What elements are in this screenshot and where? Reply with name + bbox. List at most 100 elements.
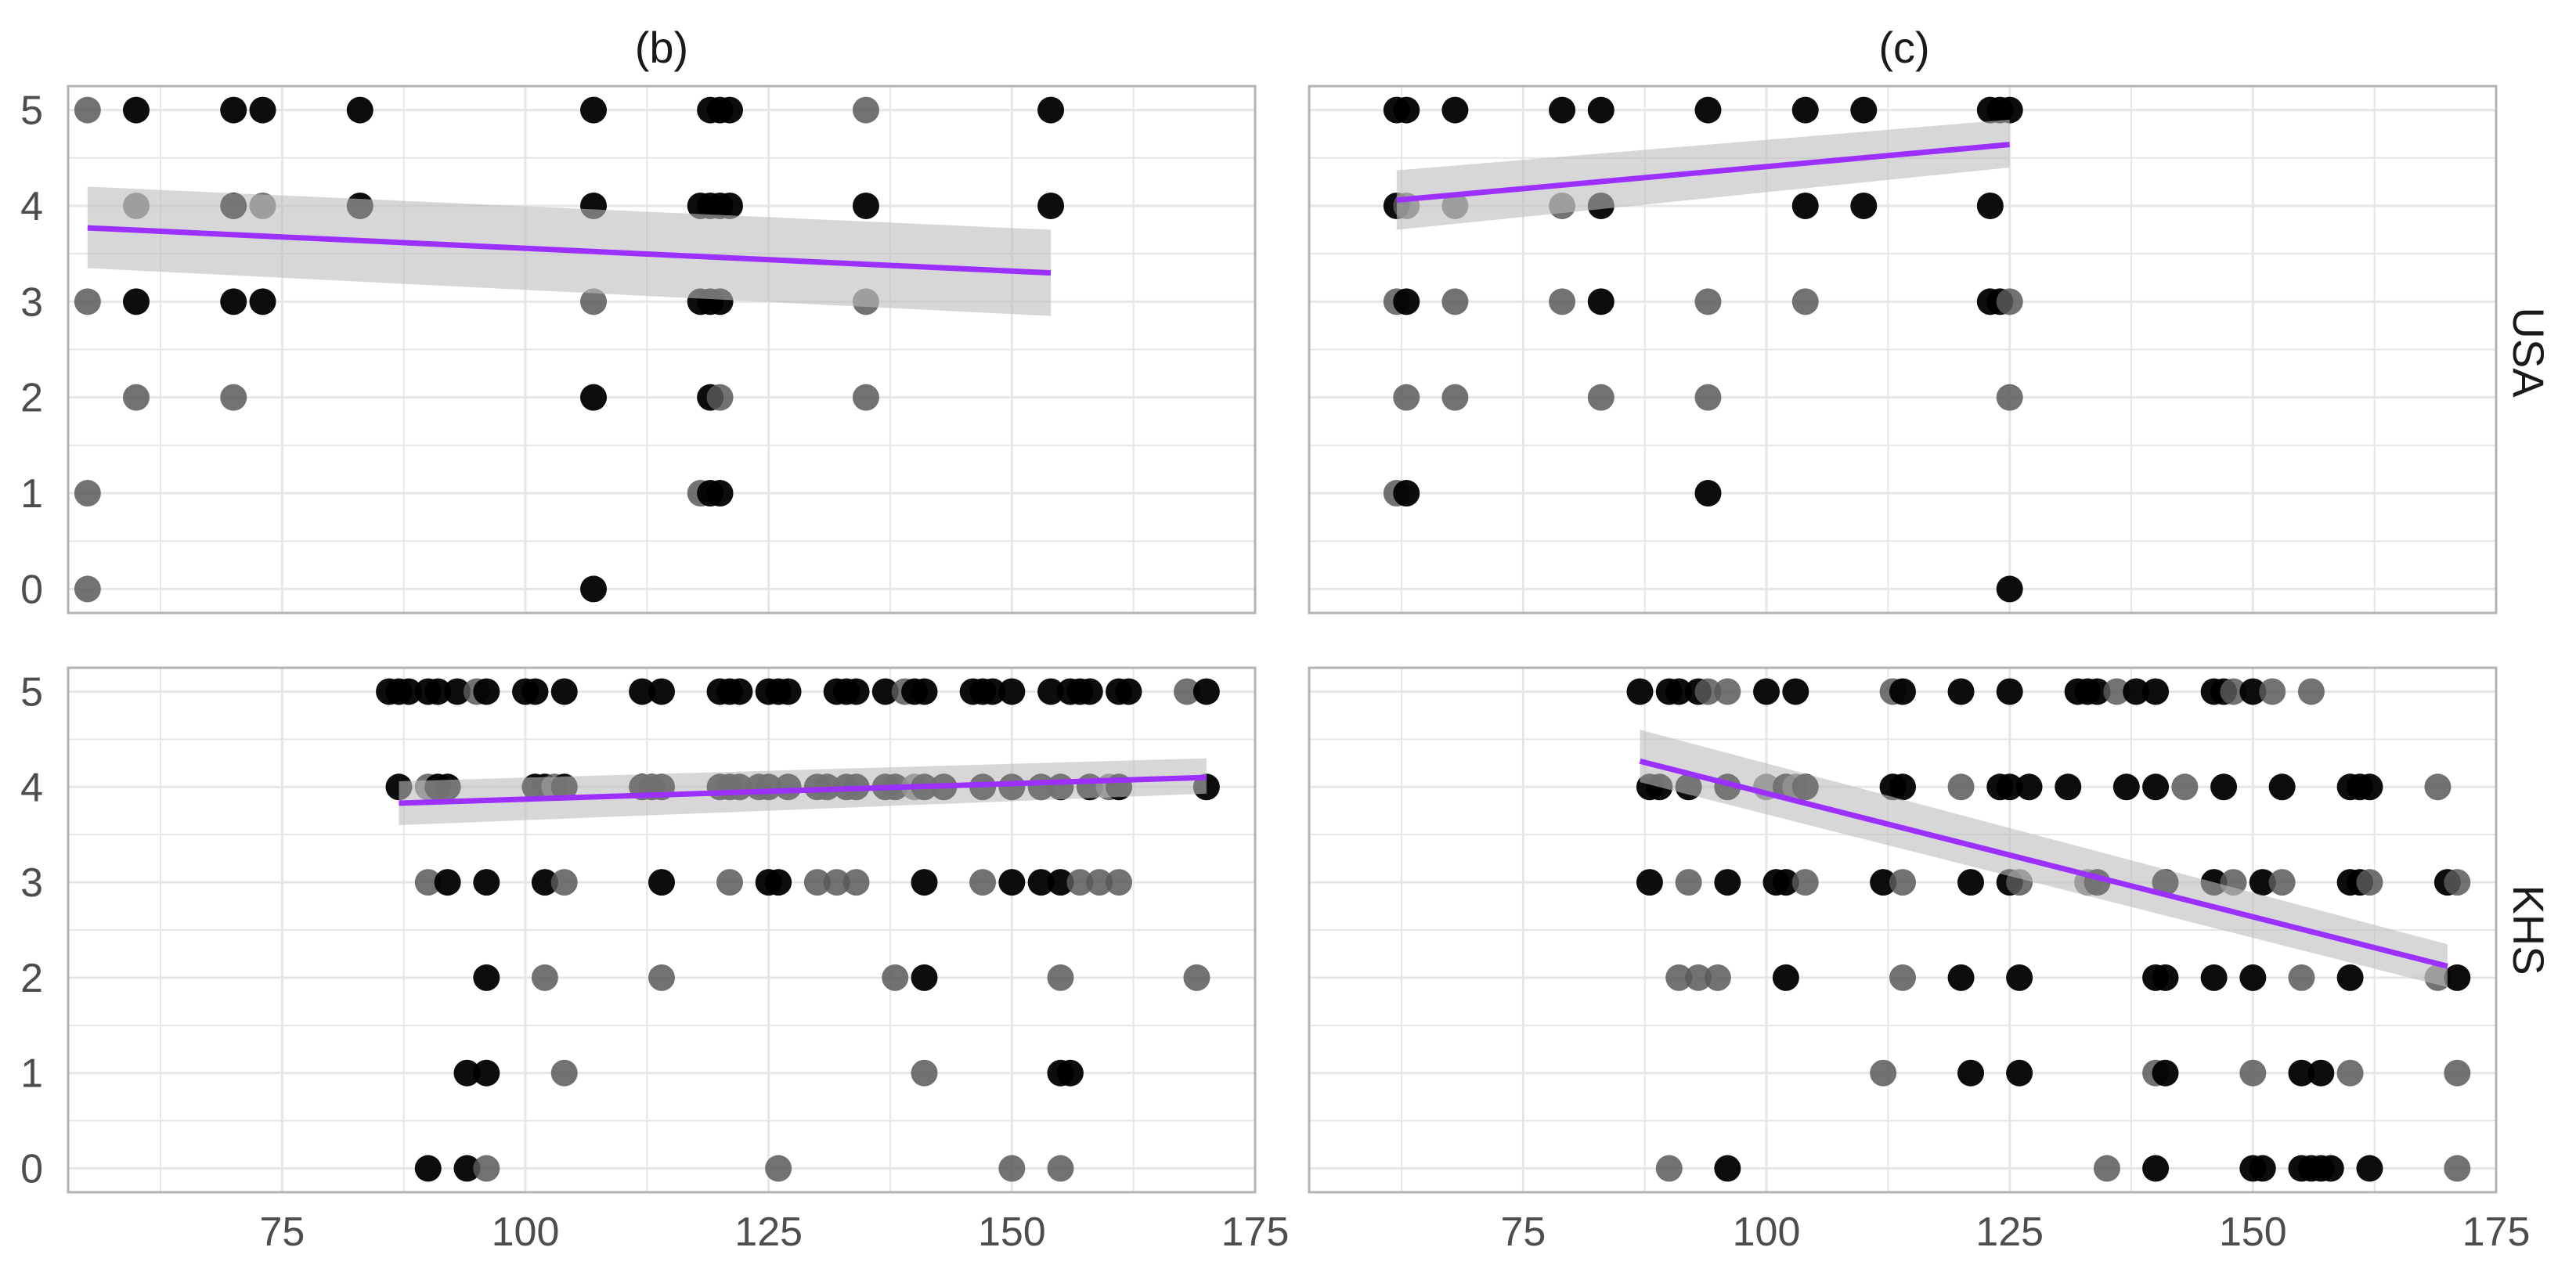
- data-point: [2268, 773, 2296, 801]
- data-point: [1782, 678, 1809, 705]
- panel-border: [67, 666, 1257, 1194]
- data-point: [473, 1059, 500, 1087]
- data-point: [2249, 1155, 2276, 1182]
- data-point: [1106, 869, 1133, 896]
- y-tick-label: 2: [20, 376, 43, 421]
- data-point: [1636, 869, 1663, 896]
- data-point: [648, 964, 675, 991]
- data-point: [1889, 964, 1916, 991]
- data-point: [2336, 1059, 2364, 1087]
- data-point: [2006, 964, 2033, 991]
- y-tick-label: 5: [20, 669, 43, 715]
- data-point: [580, 96, 608, 124]
- regression-line: [1396, 142, 2011, 204]
- y-tick-label: 4: [20, 765, 43, 810]
- data-point: [2220, 678, 2247, 705]
- x-tick-label: 100: [492, 1209, 560, 1255]
- data-point: [74, 96, 101, 124]
- data-point: [74, 288, 101, 315]
- data-point: [774, 678, 802, 705]
- x-tick-label: 75: [1500, 1209, 1546, 1255]
- data-point: [473, 869, 500, 896]
- x-tick-label: 150: [978, 1209, 1046, 1255]
- data-point: [1870, 1059, 1897, 1087]
- data-point: [122, 288, 150, 315]
- data-point: [1753, 678, 1780, 705]
- y-tick-label: 0: [20, 1147, 43, 1192]
- data-point: [1665, 678, 1693, 705]
- data-point: [2259, 678, 2286, 705]
- panel-border: [1308, 666, 2498, 1194]
- data-point: [1791, 288, 1819, 315]
- data-point: [1957, 869, 1984, 896]
- y-tick-label: 5: [20, 88, 43, 134]
- data-point: [1889, 678, 1916, 705]
- data-point: [726, 678, 753, 705]
- data-point: [444, 678, 471, 705]
- grid: [1309, 86, 2498, 613]
- data-point: [1694, 678, 1722, 705]
- data-point: [1870, 869, 1897, 896]
- panels-layer: 0 1 2 3 4 5 0 1 2 3 4 5 75 100 125 150 175 75 100 125 150 175: [20, 85, 2530, 1255]
- data-point: [1996, 773, 2023, 801]
- data-point: [2297, 678, 2325, 705]
- data-point: [2112, 773, 2140, 801]
- data-point: [1174, 678, 1201, 705]
- data-point: [648, 678, 675, 705]
- data-point: [2249, 869, 2276, 896]
- data-point: [765, 869, 792, 896]
- data-point: [1714, 678, 1741, 705]
- data-point: [1393, 96, 1420, 124]
- data-point: [1115, 678, 1142, 705]
- data-point: [648, 869, 675, 896]
- regression-line: [1639, 758, 2448, 969]
- panel-border: [67, 85, 1257, 615]
- confidence-ribbon: [1640, 730, 2448, 988]
- data-point: [2239, 1059, 2267, 1087]
- data-point: [473, 678, 500, 705]
- data-point: [2142, 1155, 2170, 1182]
- grid: [68, 668, 1257, 1192]
- x-tick-label: 100: [1733, 1209, 1801, 1255]
- data-point: [823, 869, 850, 896]
- data-point: [74, 575, 101, 603]
- data-point: [122, 384, 150, 411]
- data-point: [1694, 384, 1722, 411]
- data-point: [911, 678, 938, 705]
- data-point: [220, 384, 247, 411]
- data-point: [1393, 384, 1420, 411]
- y-tick-label: 4: [20, 184, 43, 229]
- data-point: [1694, 96, 1722, 124]
- data-point: [2444, 1059, 2471, 1087]
- data-point: [1714, 1155, 1741, 1182]
- data-point: [2424, 773, 2452, 801]
- data-point: [1957, 1059, 1984, 1087]
- data-point: [2093, 1155, 2120, 1182]
- data-point: [2006, 1059, 2033, 1087]
- data-point: [998, 1155, 1026, 1182]
- data-point: [2336, 964, 2364, 991]
- data-point: [531, 869, 558, 896]
- panel-khs-c: [1308, 666, 2498, 1194]
- data-point: [453, 1155, 481, 1182]
- data-point: [1587, 288, 1615, 315]
- data-point: [765, 1155, 792, 1182]
- data-point: [1027, 869, 1055, 896]
- data-point: [2288, 1059, 2315, 1087]
- data-point: [706, 384, 734, 411]
- data-point: [1441, 96, 1469, 124]
- data-point: [1996, 678, 2023, 705]
- data-point: [2171, 773, 2199, 801]
- data-point: [249, 288, 276, 315]
- data-point: [1714, 869, 1741, 896]
- data-point: [1772, 869, 1799, 896]
- data-point: [1947, 773, 1975, 801]
- column-title-b: (b): [635, 23, 688, 72]
- data-point: [1694, 480, 1722, 507]
- data-point: [2268, 869, 2296, 896]
- data-point: [580, 288, 608, 315]
- data-point: [1066, 869, 1094, 896]
- regression-line: [87, 225, 1052, 276]
- data-point: [2055, 773, 2082, 801]
- data-point: [473, 964, 500, 991]
